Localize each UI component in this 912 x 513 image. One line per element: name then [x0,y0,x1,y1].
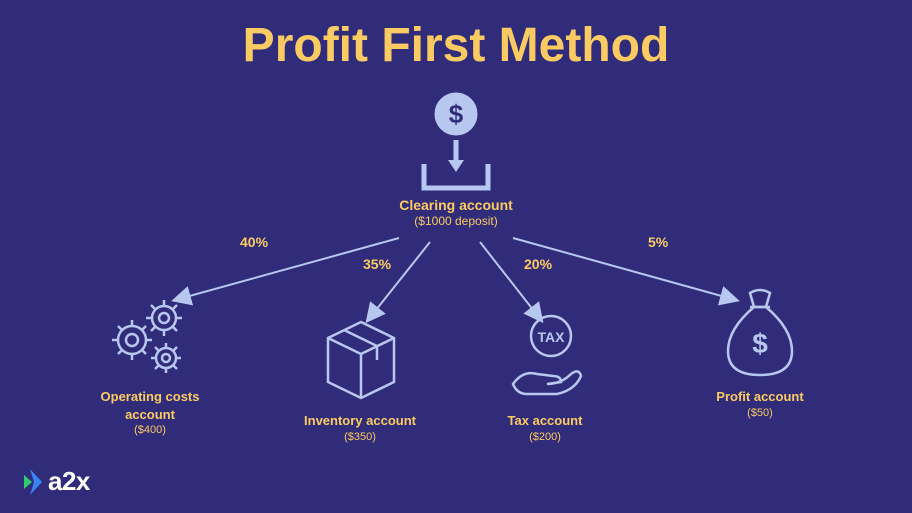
clearing-account-text: Clearing account [399,196,513,214]
inventory-text: Inventory account [290,412,430,430]
tax-text: Tax account [475,412,615,430]
inventory-sub: ($350) [290,430,430,445]
tax-sub: ($200) [475,430,615,445]
profit-sub: ($50) [690,406,830,421]
inventory-label: Inventory account ($350) [290,412,430,444]
tax-hand-icon: TAX [505,312,585,407]
pct-inventory: 35% [363,256,391,272]
page-title: Profit First Method [0,18,912,73]
box-icon [316,312,406,407]
svg-text:$: $ [752,328,768,359]
svg-text:TAX: TAX [538,329,566,345]
profit-text: Profit account [690,388,830,406]
a2x-logo-text: a2x [48,466,90,497]
svg-text:$: $ [449,99,464,129]
tax-label: Tax account ($200) [475,412,615,444]
operating-costs-label: Operating costs account ($400) [80,388,220,438]
clearing-deposit-icon: $ [412,92,500,197]
pct-tax: 20% [524,256,552,272]
money-bag-icon: $ [720,285,800,385]
clearing-account-label: Clearing account ($1000 deposit) [399,196,513,230]
a2x-logo: a2x [24,466,90,497]
gears-icon [106,290,196,385]
profit-label: Profit account ($50) [690,388,830,420]
clearing-account-sub: ($1000 deposit) [399,214,513,230]
pct-profit: 5% [648,234,668,250]
operating-costs-text: Operating costs account [80,388,220,423]
operating-costs-sub: ($400) [80,423,220,438]
a2x-logo-icon [24,469,44,495]
pct-operating: 40% [240,234,268,250]
